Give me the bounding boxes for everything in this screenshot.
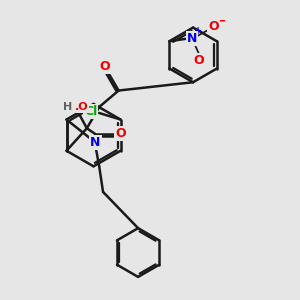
Text: +: + bbox=[194, 26, 202, 35]
Text: O: O bbox=[208, 20, 219, 34]
Text: O: O bbox=[194, 54, 204, 67]
Text: −: − bbox=[216, 14, 227, 28]
Text: .O: .O bbox=[75, 103, 88, 112]
Text: O: O bbox=[99, 60, 110, 73]
Text: N: N bbox=[90, 136, 101, 148]
Text: N: N bbox=[187, 32, 197, 45]
Text: Cl: Cl bbox=[84, 105, 98, 118]
Text: O: O bbox=[115, 127, 126, 140]
Text: H: H bbox=[63, 103, 72, 112]
